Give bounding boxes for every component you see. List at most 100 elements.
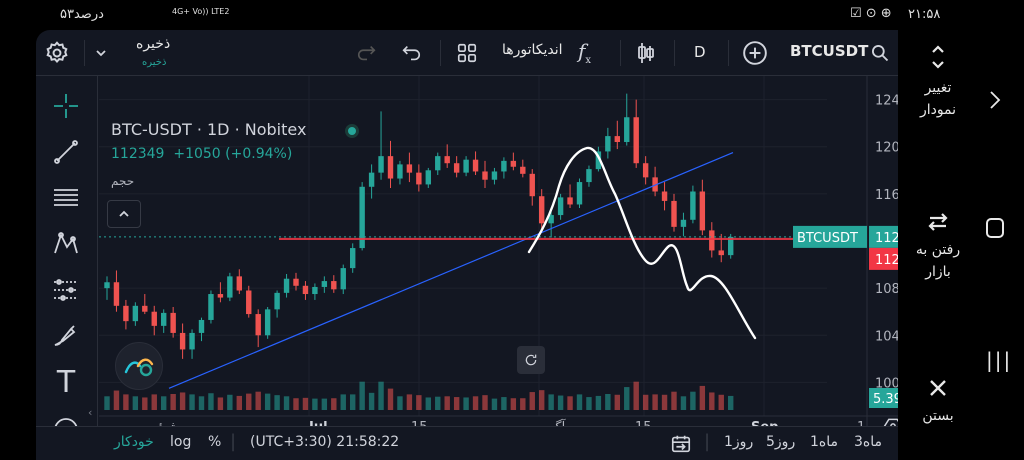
brush-tool-icon[interactable] xyxy=(48,318,84,354)
volume-bar xyxy=(359,381,365,410)
bottom-separator: | xyxy=(704,431,711,452)
search-icon[interactable] xyxy=(870,43,890,67)
candle-body xyxy=(491,171,498,180)
volume-bar xyxy=(586,397,592,410)
volume-bar xyxy=(312,398,318,410)
volume-bar xyxy=(198,396,205,410)
fib-retracement-icon[interactable] xyxy=(48,180,84,216)
save-button[interactable]: ذخیره xyxy=(136,36,171,52)
date-range-icon[interactable] xyxy=(670,433,692,459)
candle-body xyxy=(161,312,167,326)
timezone-clock[interactable]: (UTC+3:30) 21:58:22 xyxy=(250,434,400,450)
indicators-button[interactable]: اندیکاتورها xyxy=(502,42,563,58)
price-tick: 108000 xyxy=(875,282,898,297)
go-to-market-label: رفتن به بازار xyxy=(915,242,961,280)
candle-body xyxy=(567,197,573,205)
volume-bar xyxy=(624,387,630,410)
text-tool-icon[interactable]: T xyxy=(56,364,76,400)
interval-button[interactable]: D xyxy=(694,43,706,61)
log-scale-toggle[interactable]: log xyxy=(170,434,192,450)
volume-bar xyxy=(170,394,176,410)
auto-scale-toggle[interactable]: خودکار xyxy=(114,434,154,450)
close-label: بستن xyxy=(922,408,954,424)
volume-bar xyxy=(293,398,299,410)
change-chart-button[interactable]: تغییر نمودار xyxy=(898,44,978,121)
timeframe-5d[interactable]: 5روز xyxy=(766,434,796,450)
nav-home-icon[interactable] xyxy=(986,218,1004,238)
settings-icon[interactable] xyxy=(44,40,70,70)
volume-bar xyxy=(151,394,157,410)
trendline-tool-icon[interactable] xyxy=(48,134,84,170)
price-tick: 124000 xyxy=(875,94,898,109)
swap-horizontal-icon xyxy=(928,213,948,231)
volume-bar xyxy=(491,398,498,410)
candle-body xyxy=(227,276,233,298)
candle-body xyxy=(302,285,309,295)
layout-grid-icon[interactable] xyxy=(456,42,478,68)
pattern-tool-icon[interactable] xyxy=(48,226,84,262)
volume-bar xyxy=(368,392,375,410)
candle-body xyxy=(652,177,658,192)
add-symbol-icon[interactable] xyxy=(742,40,768,70)
collapse-legend-button[interactable] xyxy=(107,200,141,228)
price-tick: 100000 xyxy=(875,376,898,391)
price-chart[interactable]: 124000 120000 116000 108000 104000 100000 BTCU… xyxy=(99,76,898,430)
candle-body xyxy=(123,305,129,322)
notification-icons: ☑ ⊙ ⊕ xyxy=(850,6,892,21)
volume-bar xyxy=(189,394,195,410)
volume-bar xyxy=(529,392,535,410)
volume-bar xyxy=(435,396,441,410)
legend-last-price: 112349 xyxy=(111,146,165,162)
reset-chart-button[interactable] xyxy=(517,346,545,374)
collapse-toolbar-icon[interactable]: ‹ xyxy=(88,406,93,419)
candle-body xyxy=(633,117,639,164)
candle-body xyxy=(132,305,139,322)
volume-bar xyxy=(520,398,526,410)
nav-forward-icon[interactable] xyxy=(986,88,1004,116)
chevron-down-icon[interactable] xyxy=(94,45,108,64)
function-icon[interactable]: fx xyxy=(578,39,592,66)
undo-icon[interactable] xyxy=(400,42,422,68)
candle-body xyxy=(170,312,176,333)
volume-bar xyxy=(576,394,583,410)
timeframe-3m[interactable]: 3ماه xyxy=(854,434,883,450)
volume-bar xyxy=(614,394,620,410)
candle-body xyxy=(520,166,526,174)
volume-bar xyxy=(387,388,394,410)
candlestick-type-icon[interactable] xyxy=(634,41,658,69)
volume-bar xyxy=(605,394,611,410)
save-sublabel: ذخیره xyxy=(142,57,167,68)
volume-bar xyxy=(680,396,687,410)
volume-bar xyxy=(132,396,139,410)
chart-area[interactable]: 124000 120000 116000 108000 104000 100000 BTCU… xyxy=(99,76,898,435)
timeframe-1m[interactable]: 1ماه xyxy=(810,434,839,450)
symbol-search-button[interactable]: BTCUSDT xyxy=(790,42,869,60)
volume-bar xyxy=(453,397,460,410)
nav-recents-icon[interactable]: ||| xyxy=(986,348,1013,372)
drawing-toolbar: T ‹ xyxy=(36,76,98,442)
legend-change-pct: (+0.94%) xyxy=(225,146,293,162)
percent-scale-toggle[interactable]: % xyxy=(208,434,222,450)
go-to-market-button[interactable]: رفتن به بازار xyxy=(898,212,978,283)
side-panel: تغییر نمودار رفتن به بازار بستن ||| xyxy=(898,30,1024,460)
crosshair-icon[interactable] xyxy=(48,88,84,124)
volume-bar xyxy=(378,381,384,410)
candle-body xyxy=(217,294,224,298)
candle-body xyxy=(699,191,706,231)
redo-icon[interactable] xyxy=(356,42,378,68)
volume-bar xyxy=(340,394,346,410)
candle-body xyxy=(113,282,120,306)
close-button[interactable]: بستن xyxy=(898,378,978,427)
swap-vertical-icon xyxy=(932,45,944,69)
status-bar: ۵۳درصد 4G+ Vo)) LTE2 ۲۱:۵۸ ☑ ⊙ ⊕ xyxy=(0,0,1024,30)
timeframe-1d[interactable]: 1روز xyxy=(724,434,754,450)
candle-body xyxy=(539,196,545,224)
legend-exchange: · Nobitex xyxy=(234,120,307,139)
volume-bar xyxy=(548,394,554,410)
candle-body xyxy=(179,332,186,350)
change-chart-label: تغییر نمودار xyxy=(919,80,957,118)
volume-bar xyxy=(264,393,271,410)
candle-body xyxy=(718,250,724,256)
prediction-tool-icon[interactable] xyxy=(48,272,84,308)
volume-bar xyxy=(283,396,290,410)
